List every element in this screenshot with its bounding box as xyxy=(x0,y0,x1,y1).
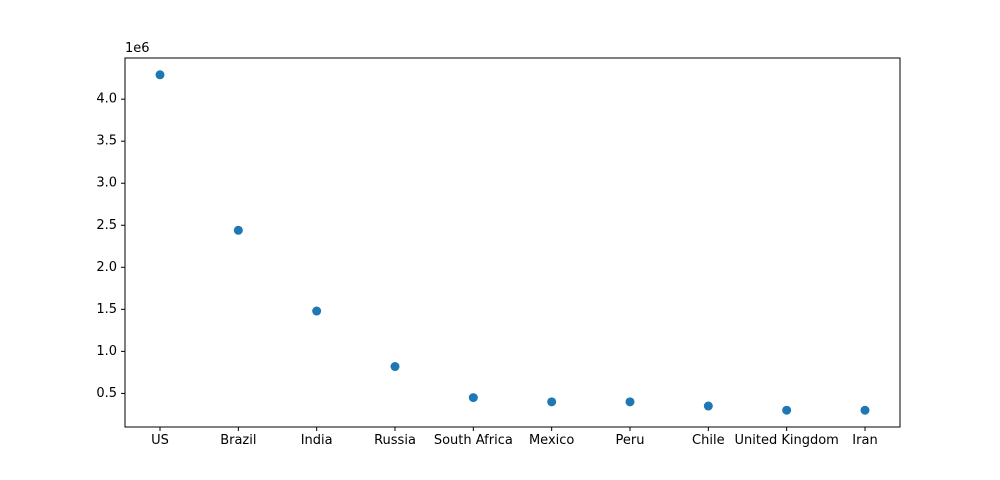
data-series xyxy=(155,70,870,415)
y-tick-label: 4.0 xyxy=(96,92,117,107)
x-tick-label: United Kingdom xyxy=(734,433,838,448)
y-tick-label: 2.5 xyxy=(96,218,117,233)
data-point xyxy=(547,397,557,407)
y-tick-label: 0.5 xyxy=(96,386,117,401)
x-tick-label: Brazil xyxy=(220,433,256,448)
y-tick-label: 2.0 xyxy=(96,260,117,275)
y-tick-label: 3.5 xyxy=(96,134,117,149)
x-tick-label: Peru xyxy=(616,433,645,448)
y-scale-exponent-label: 1e6 xyxy=(125,41,150,56)
x-tick-label: Chile xyxy=(692,433,725,448)
data-point xyxy=(860,405,870,415)
plot-area-frame xyxy=(124,57,901,428)
y-tick-label: 3.0 xyxy=(96,176,117,191)
data-point xyxy=(233,225,243,235)
data-point xyxy=(782,405,792,415)
data-point xyxy=(312,306,322,316)
y-tick-label: 1.0 xyxy=(96,344,117,359)
x-tick-label: South Africa xyxy=(434,433,513,448)
data-point xyxy=(625,397,635,407)
y-axis: 0.5 1.0 1.5 2.0 2.5 3.0 3.5 4.0 xyxy=(96,92,125,401)
data-point xyxy=(390,362,400,372)
x-tick-label: Mexico xyxy=(529,433,574,448)
x-tick-label: US xyxy=(151,433,169,448)
data-point xyxy=(155,70,165,80)
data-point xyxy=(703,401,713,411)
x-tick-label: Iran xyxy=(852,433,877,448)
data-point xyxy=(468,393,478,403)
y-tick-label: 1.5 xyxy=(96,302,117,317)
x-tick-label: India xyxy=(301,433,333,448)
x-tick-label: Russia xyxy=(374,433,416,448)
x-axis: US Brazil India Russia South Africa Mexico Per… xyxy=(151,427,878,448)
